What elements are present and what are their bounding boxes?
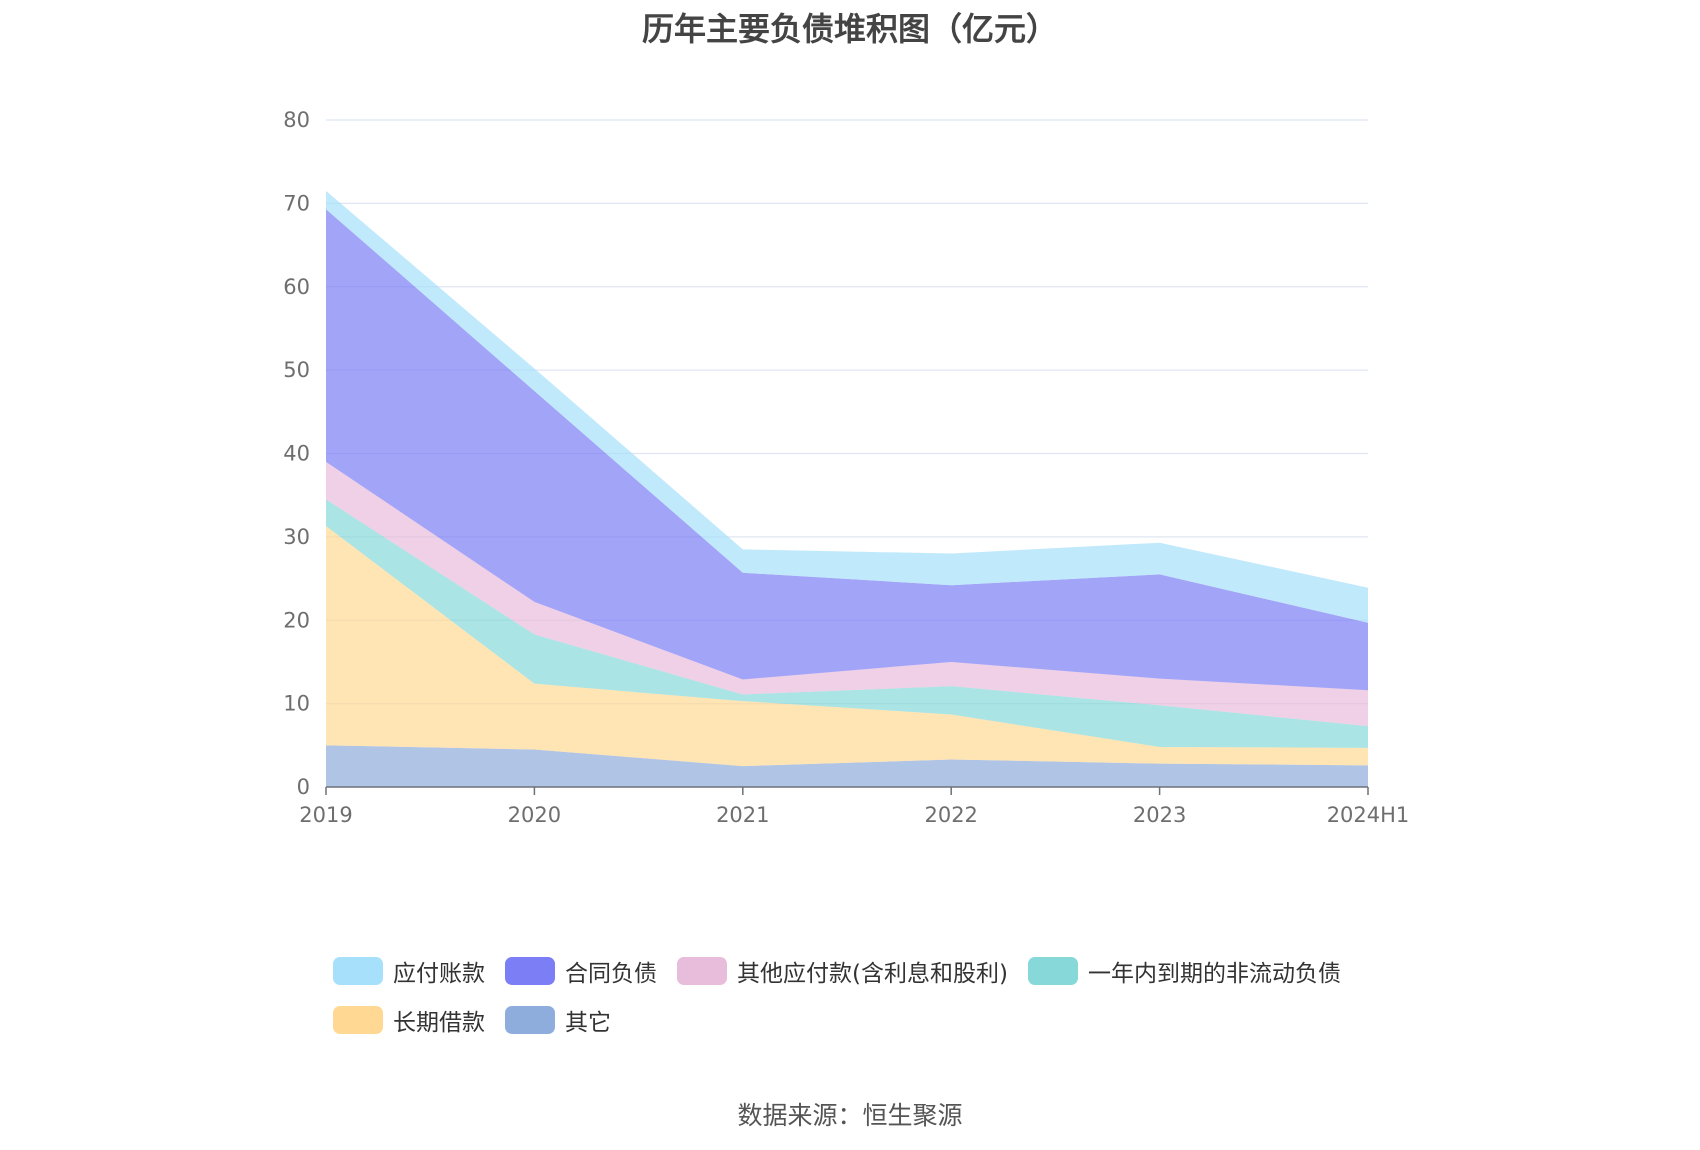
legend: 应付账款 合同负债 其他应付款(含利息和股利) 一年内到期的非流动负债 长期借款 其它	[333, 952, 1433, 1050]
x-tick-label: 2022	[924, 803, 977, 827]
y-tick-label: 50	[283, 358, 310, 382]
area-series-0	[326, 745, 1368, 787]
legend-swatch	[505, 1006, 555, 1034]
x-tick-label: 2024H1	[1327, 803, 1410, 827]
x-tick-label: 2023	[1133, 803, 1186, 827]
area-series-3	[326, 461, 1368, 727]
legend-label: 长期借款	[393, 1010, 485, 1036]
legend-row-1: 应付账款 合同负债 其他应付款(含利息和股利) 一年内到期的非流动负债	[333, 952, 1433, 990]
legend-swatch	[1027, 957, 1078, 985]
chart-title: 历年主要负债堆积图（亿元）	[641, 10, 1058, 48]
y-tick-label: 0	[297, 775, 310, 799]
y-tick-label: 70	[283, 191, 310, 215]
legend-item[interactable]: 应付账款	[333, 954, 485, 988]
area-series-2	[326, 499, 1368, 748]
axes: 0 10 20 30 40 50 60 70 80 2019 2020 2021 2022 2023 202…	[283, 108, 1409, 827]
legend-row-2: 长期借款 其它	[333, 1001, 1433, 1039]
y-tick-label: 40	[283, 442, 310, 466]
legend-item[interactable]: 长期借款	[333, 1003, 485, 1037]
legend-label: 合同负债	[565, 961, 657, 987]
y-tick-label: 60	[283, 275, 310, 299]
area-series-5	[326, 190, 1368, 623]
legend-item[interactable]: 其他应付款(含利息和股利)	[677, 954, 1008, 988]
legend-label: 其他应付款(含利息和股利)	[737, 961, 1008, 987]
legend-item[interactable]: 合同负债	[505, 954, 657, 988]
legend-item[interactable]: 一年内到期的非流动负债	[1027, 954, 1341, 988]
legend-swatch	[333, 957, 383, 985]
x-tick-label: 2021	[716, 803, 769, 827]
legend-item[interactable]: 其它	[505, 1003, 611, 1037]
stacked-areas	[326, 190, 1368, 787]
legend-label: 应付账款	[393, 961, 485, 987]
area-series-4	[326, 209, 1368, 691]
legend-label: 一年内到期的非流动负债	[1087, 961, 1341, 987]
legend-swatch	[333, 1006, 383, 1034]
area-series-1	[326, 526, 1368, 767]
y-tick-label: 20	[283, 608, 310, 632]
x-tick-label: 2020	[508, 803, 561, 827]
x-tick-label: 2019	[299, 803, 352, 827]
y-tick-label: 30	[283, 525, 310, 549]
legend-swatch	[505, 957, 555, 985]
legend-swatch	[677, 957, 727, 985]
y-tick-label: 10	[283, 692, 310, 716]
legend-label: 其它	[565, 1010, 611, 1036]
y-tick-label: 80	[283, 108, 310, 132]
source-note: 数据来源：恒生聚源	[737, 1101, 963, 1130]
